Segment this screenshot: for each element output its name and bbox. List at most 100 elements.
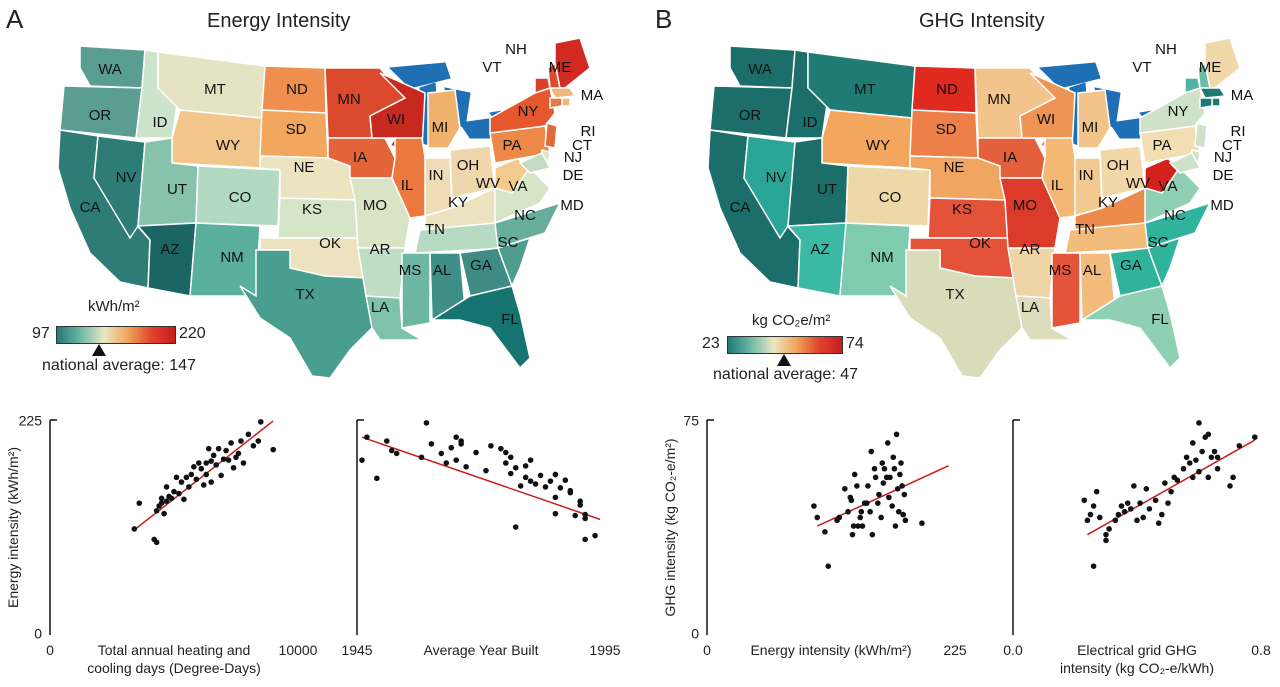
scatter-2-point-6 <box>841 486 848 492</box>
map-a-state-md <box>518 152 552 174</box>
map-a-label-ma: MA <box>581 87 604 104</box>
scatter-2-point-11 <box>850 523 857 529</box>
scatter-2-point-26 <box>875 500 881 506</box>
map-a-label-mi: MI <box>432 119 449 136</box>
scatter-0-point-3 <box>153 539 160 546</box>
scatter-0-ylabel: Energy intensity (kWh/m²) <box>5 447 21 608</box>
scatter-0-point-29 <box>208 479 214 485</box>
map-a-label-va: VA <box>509 178 528 195</box>
map-a-state-mi <box>427 89 461 149</box>
scatter-0-point-17 <box>181 496 187 503</box>
map-title-energy: Energy Intensity <box>207 10 351 32</box>
scatter-0-point-0 <box>131 526 138 532</box>
map-a-state-wy <box>171 109 263 169</box>
scatter-2-point-40 <box>893 431 900 438</box>
scatter-0-point-10 <box>163 484 170 490</box>
colorbar-min-ghg: 23 <box>702 335 720 352</box>
map-b-label-me: ME <box>1199 59 1222 76</box>
map-a-lake-0 <box>388 62 451 89</box>
scatter-3-point-11 <box>1115 511 1122 518</box>
map-b-state-ct <box>1199 97 1213 109</box>
map-b-label-az: AZ <box>810 241 829 258</box>
map-a-label-or: OR <box>89 107 112 124</box>
scatter-3-point-32 <box>1190 440 1196 446</box>
scatter-0-point-33 <box>215 445 222 452</box>
map-b-state-tx <box>889 249 1023 378</box>
map-b-label-sd: SD <box>936 121 957 138</box>
scatter-1-point-22 <box>503 449 509 456</box>
scatter-1-point-1 <box>364 434 370 440</box>
scatter-1-point-0 <box>359 457 365 463</box>
scatter-1-point-20 <box>498 445 504 452</box>
scatter-3-point-21 <box>1152 497 1159 504</box>
scatter-1-point-16 <box>463 464 469 470</box>
scatter-1-point-17 <box>473 449 479 456</box>
scatter-0-ytick-0: 0 <box>34 626 42 642</box>
scatter-0-point-31 <box>210 452 217 459</box>
scatter-2-point-33 <box>884 440 891 446</box>
scatter-3-point-10 <box>1112 517 1119 524</box>
map-a-label-wy: WY <box>216 137 240 154</box>
scatter-2-point-13 <box>854 483 860 489</box>
scatter-1-point-37 <box>557 485 564 491</box>
map-b-state-az <box>786 222 847 297</box>
scatter-0-point-22 <box>193 476 200 483</box>
map-b-state-ri <box>1211 97 1221 107</box>
map-b-label-ne: NE <box>944 159 965 176</box>
map-a-state-az <box>136 222 197 297</box>
scatter-2-point-21 <box>867 508 873 515</box>
scatter-2-point-39 <box>892 523 899 529</box>
scatter-0-point-13 <box>171 488 177 495</box>
map-b-state-wy <box>821 109 913 169</box>
scatter-3-point-36 <box>1199 448 1205 455</box>
map-b-label-ri: RI <box>1231 123 1246 140</box>
scatter-1-point-35 <box>552 494 559 501</box>
map-b-label-tn: TN <box>1075 221 1095 238</box>
map-b-label-nh: NH <box>1155 41 1177 58</box>
scatter-3-point-41 <box>1214 465 1221 472</box>
scatter-2-point-29 <box>879 460 886 466</box>
scatter-1-point-6 <box>418 454 425 461</box>
colorbar-min-energy: 97 <box>32 325 50 342</box>
scatter-3-point-26 <box>1168 488 1174 495</box>
scatter-1-point-49 <box>552 510 559 517</box>
scatter-3-point-47 <box>1146 506 1153 512</box>
national-average-marker-energy <box>92 344 106 356</box>
scatter-3-point-33 <box>1193 457 1199 463</box>
scatter-3-point-28 <box>1174 477 1181 483</box>
map-a-label-sd: SD <box>286 121 307 138</box>
map-b-lake-0 <box>1038 62 1101 89</box>
colorbar-unit-energy: kWh/m² <box>88 298 140 315</box>
map-b-label-in: IN <box>1079 167 1094 184</box>
map-a-label-ga: GA <box>470 257 492 274</box>
map-a-state-tx <box>239 249 373 378</box>
scatter-2-point-35 <box>887 474 893 481</box>
scatter-3-point-14 <box>1124 500 1131 506</box>
map-b-label-ky: KY <box>1098 194 1118 211</box>
map-b-label-ok: OK <box>969 235 991 252</box>
map-a-label-nh: NH <box>505 41 527 58</box>
map-a-label-al: AL <box>433 262 451 279</box>
scatter-2-ylabel: GHG intensity (kg CO₂-e/m²) <box>662 438 678 616</box>
scatter-1-point-43 <box>577 498 583 505</box>
scatter-plots: 0 225 0 10000 Energy intensity (kWh/m²) Total… <box>0 400 1280 687</box>
scatter-0-point-32 <box>213 462 219 468</box>
map-a-label-in: IN <box>429 167 444 184</box>
scatter-2-point-19 <box>864 500 870 506</box>
scatter-1-point-3 <box>383 438 390 444</box>
colorbar-unit-ghg: kg CO₂e/m² <box>752 312 831 329</box>
scatter-3-point-12 <box>1118 503 1125 509</box>
map-b-state-la <box>1015 295 1075 341</box>
scatter-3-point-19 <box>1140 514 1146 521</box>
map-a-label-ne: NE <box>294 159 315 176</box>
scatter-1-point-9 <box>438 450 445 457</box>
map-b-label-tx: TX <box>945 286 964 303</box>
scatter-2-point-7 <box>845 508 851 515</box>
map-b-state-fl <box>1079 285 1181 370</box>
scatter-1-point-2 <box>374 475 380 482</box>
map-b-label-co: CO <box>879 189 902 206</box>
map-b-label-wv: WV <box>1126 175 1150 192</box>
scatter-2-point-47 <box>901 491 908 498</box>
us-map-ghg: WA OR CA NV ID MT WY UT AZ CO NM ND SD NE KS OK TX MN IA MO… <box>700 38 1280 378</box>
scatter-0-point-43 <box>240 460 247 466</box>
